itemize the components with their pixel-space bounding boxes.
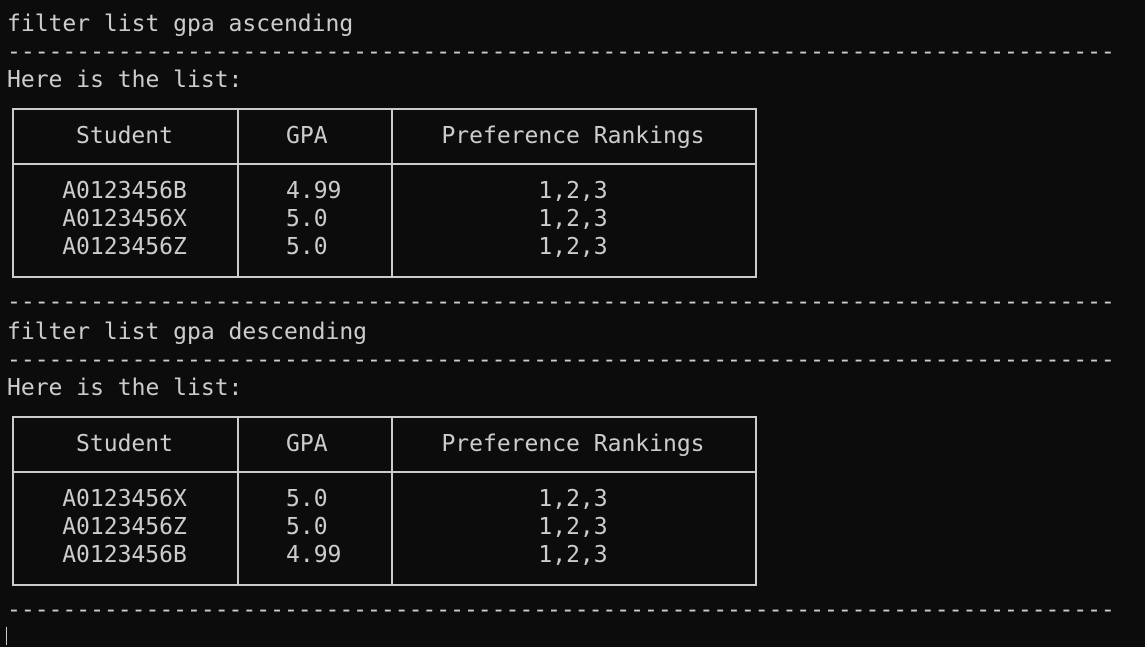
- table-border: [12, 471, 757, 473]
- table-border: [12, 584, 757, 586]
- gpa-cell: 4.99: [286, 542, 342, 568]
- gpa-cell: 4.99: [286, 178, 342, 204]
- student-cell: A0123456Z: [62, 514, 187, 540]
- student-cell: A0123456B: [62, 542, 187, 568]
- table-border: [755, 416, 757, 586]
- table-border: [12, 276, 757, 278]
- column-header: Preference Rankings: [441, 431, 705, 457]
- table-border: [12, 416, 757, 418]
- gpa-cell: 5.0: [286, 514, 328, 540]
- student-cell: A0123456X: [62, 486, 187, 512]
- separator: ----------------------------------------…: [7, 289, 1115, 315]
- rankings-cell: 1,2,3: [538, 178, 608, 204]
- separator: ----------------------------------------…: [7, 39, 1115, 65]
- column-header: Student: [76, 123, 173, 149]
- table-border: [391, 416, 393, 586]
- table-border: [237, 108, 239, 278]
- column-header: GPA: [286, 431, 328, 457]
- message: Here is the list:: [7, 67, 243, 93]
- table-border: [12, 163, 757, 165]
- cursor: [6, 627, 7, 645]
- gpa-cell: 5.0: [286, 234, 328, 260]
- table-border: [391, 108, 393, 278]
- separator: ----------------------------------------…: [7, 597, 1115, 623]
- rankings-cell: 1,2,3: [538, 542, 608, 568]
- table-border: [12, 416, 14, 586]
- command: filter list gpa descending: [7, 319, 368, 345]
- student-cell: A0123456B: [62, 178, 187, 204]
- rankings-cell: 1,2,3: [538, 514, 608, 540]
- column-header: Preference Rankings: [441, 123, 705, 149]
- rankings-cell: 1,2,3: [538, 234, 608, 260]
- column-header: GPA: [286, 123, 328, 149]
- rankings-cell: 1,2,3: [538, 206, 608, 232]
- table-border: [755, 108, 757, 278]
- gpa-cell: 5.0: [286, 206, 328, 232]
- student-cell: A0123456Z: [62, 234, 187, 260]
- table-border: [12, 108, 757, 110]
- message: Here is the list:: [7, 375, 243, 401]
- separator: ----------------------------------------…: [7, 347, 1115, 373]
- rankings-cell: 1,2,3: [538, 486, 608, 512]
- table-border: [237, 416, 239, 586]
- gpa-cell: 5.0: [286, 486, 328, 512]
- table-border: [12, 108, 14, 278]
- column-header: Student: [76, 431, 173, 457]
- student-cell: A0123456X: [62, 206, 187, 232]
- command: filter list gpa ascending: [7, 11, 354, 37]
